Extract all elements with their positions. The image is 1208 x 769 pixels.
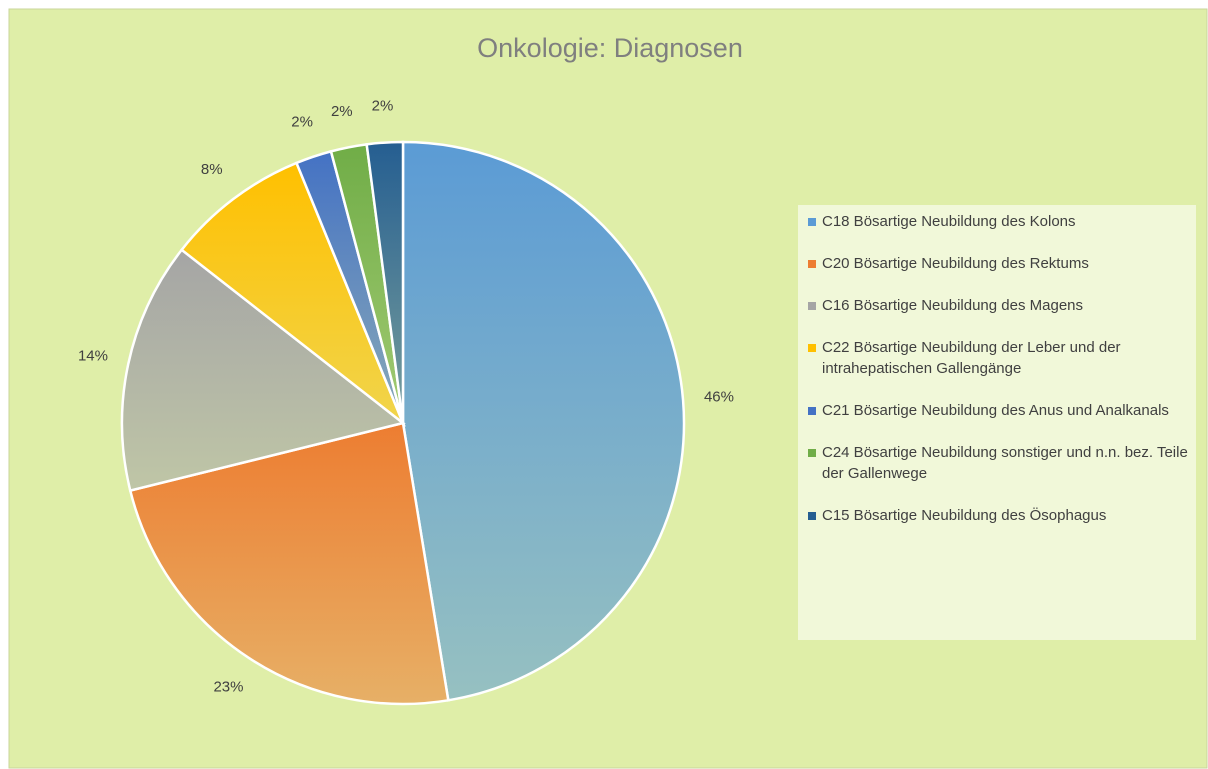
- pie-slice: [401, 140, 686, 702]
- legend-item: C15 Bösartige Neubildung des Ösophagus: [808, 505, 1188, 526]
- legend-label: C20 Bösartige Neubildung des Rektums: [822, 255, 1089, 272]
- legend-swatch: [808, 344, 816, 352]
- chart-title: Onkologie: Diagnosen: [477, 33, 743, 63]
- data-label: 2%: [331, 103, 353, 120]
- data-label: 14%: [78, 348, 108, 365]
- legend-item: C16 Bösartige Neubildung des Magens: [808, 295, 1188, 316]
- legend-swatch: [808, 407, 816, 415]
- data-label: 8%: [201, 161, 223, 178]
- data-label: 2%: [372, 98, 394, 115]
- legend-label: C22 Bösartige Neubildung der Leber und d…: [822, 339, 1121, 377]
- data-label: 2%: [291, 113, 313, 130]
- legend-label: C18 Bösartige Neubildung des Kolons: [822, 213, 1076, 230]
- pie-slice: [128, 421, 450, 706]
- legend-swatch: [808, 512, 816, 520]
- legend-swatch: [808, 218, 816, 226]
- legend-item: C24 Bösartige Neubildung sonstiger und n…: [808, 442, 1188, 484]
- legend-item: C18 Bösartige Neubildung des Kolons: [808, 211, 1188, 232]
- legend-item: C21 Bösartige Neubildung des Anus und An…: [808, 400, 1188, 421]
- data-label: 23%: [213, 679, 243, 696]
- legend-item: C22 Bösartige Neubildung der Leber und d…: [808, 337, 1188, 379]
- legend-swatch: [808, 302, 816, 310]
- legend-label: C21 Bösartige Neubildung des Anus und An…: [822, 402, 1169, 419]
- legend-label: C15 Bösartige Neubildung des Ösophagus: [822, 507, 1107, 524]
- legend-label: C16 Bösartige Neubildung des Magens: [822, 297, 1083, 314]
- pie-slice: [365, 140, 405, 424]
- legend-label: C24 Bösartige Neubildung sonstiger und n…: [822, 444, 1188, 482]
- pie-slice: [179, 161, 406, 427]
- pie-slice: [120, 248, 406, 493]
- legend-item: C20 Bösartige Neubildung des Rektums: [808, 253, 1188, 274]
- legend-swatch: [808, 260, 816, 268]
- legend-swatch: [808, 449, 816, 457]
- data-label: 46%: [704, 388, 734, 405]
- legend: C18 Bösartige Neubildung des Kolons C20 B…: [798, 205, 1196, 640]
